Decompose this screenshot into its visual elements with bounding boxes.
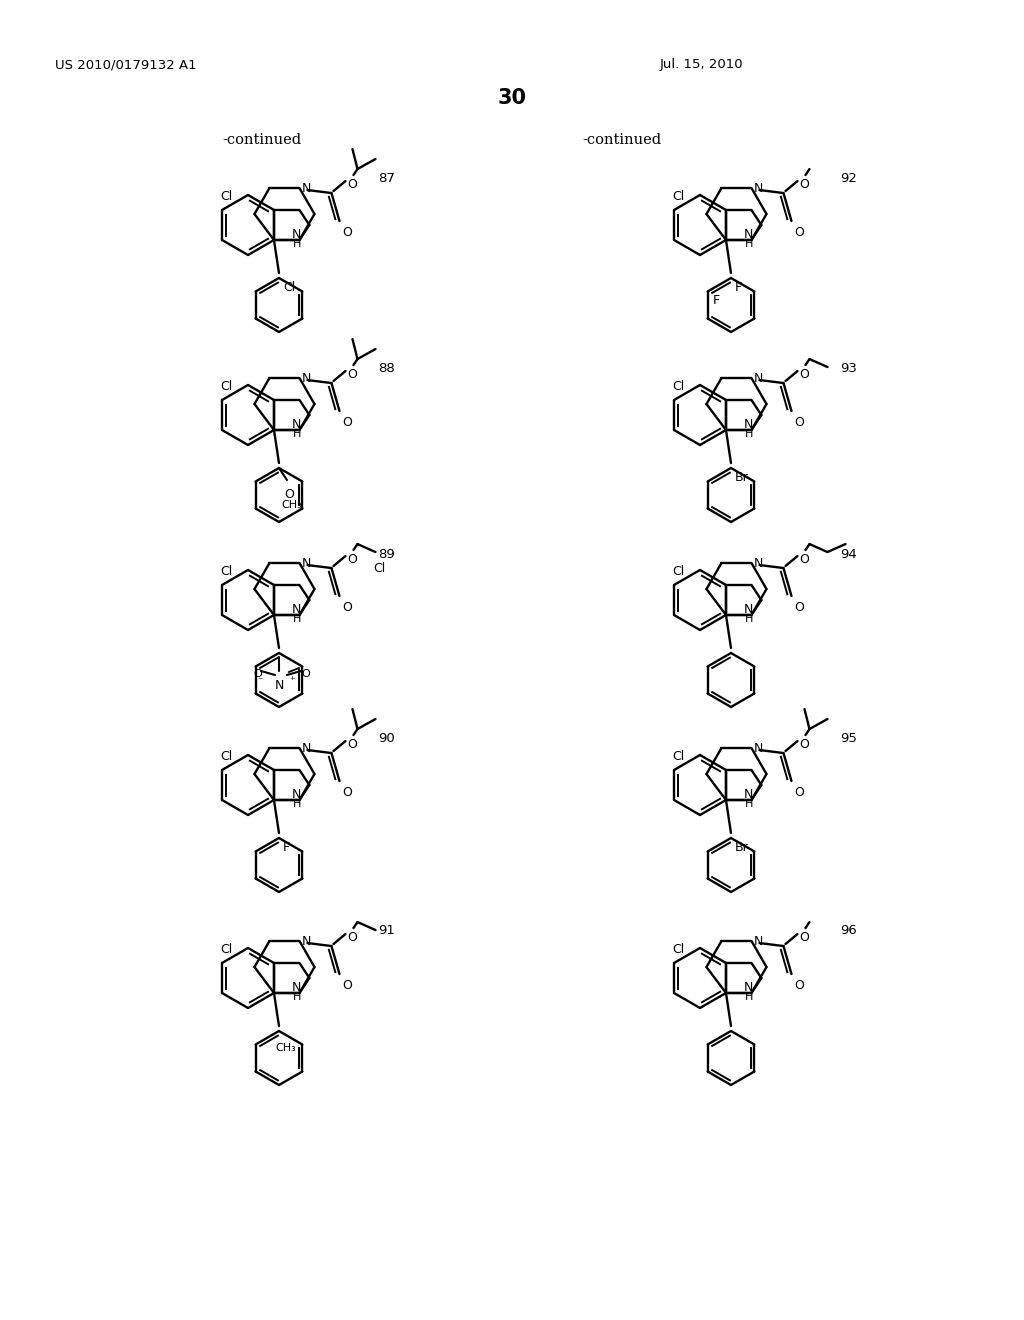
- Text: Cl: Cl: [672, 565, 684, 578]
- Text: O: O: [347, 368, 357, 381]
- Text: N: N: [292, 603, 301, 616]
- Text: N: N: [301, 742, 311, 755]
- Text: N: N: [744, 981, 754, 994]
- Text: O: O: [795, 785, 805, 799]
- Text: 87: 87: [378, 172, 395, 185]
- Text: Cl: Cl: [283, 281, 295, 294]
- Text: N: N: [754, 935, 763, 948]
- Text: O: O: [800, 368, 809, 381]
- Text: Br: Br: [735, 841, 749, 854]
- Text: Cl: Cl: [220, 565, 232, 578]
- Text: Cl: Cl: [220, 380, 232, 393]
- Text: 94: 94: [840, 548, 857, 561]
- Text: N: N: [292, 418, 301, 432]
- Text: Cl: Cl: [672, 750, 684, 763]
- Text: O: O: [301, 669, 309, 678]
- Text: 95: 95: [840, 733, 857, 744]
- Text: N: N: [744, 418, 754, 432]
- Text: Cl: Cl: [220, 942, 232, 956]
- Text: 92: 92: [840, 172, 857, 185]
- Text: CH₃: CH₃: [281, 500, 302, 510]
- Text: H: H: [745, 429, 754, 440]
- Text: O: O: [347, 931, 357, 944]
- Text: O: O: [342, 601, 352, 614]
- Text: H: H: [745, 239, 754, 249]
- Text: N: N: [754, 742, 763, 755]
- Text: O: O: [342, 785, 352, 799]
- Text: H: H: [293, 239, 301, 249]
- Text: N: N: [744, 603, 754, 616]
- Text: H: H: [745, 614, 754, 624]
- Text: N: N: [744, 228, 754, 242]
- Text: CH₃: CH₃: [275, 1043, 296, 1053]
- Text: O: O: [795, 979, 805, 993]
- Text: O: O: [347, 738, 357, 751]
- Text: H: H: [293, 614, 301, 624]
- Text: O: O: [800, 553, 809, 566]
- Text: Cl: Cl: [220, 750, 232, 763]
- Text: H: H: [745, 993, 754, 1002]
- Text: O: O: [342, 416, 352, 429]
- Text: N: N: [754, 182, 763, 195]
- Text: Cl: Cl: [672, 380, 684, 393]
- Text: O: O: [800, 178, 809, 191]
- Text: 96: 96: [840, 924, 857, 937]
- Text: ⁻: ⁻: [257, 676, 262, 686]
- Text: 30: 30: [498, 88, 526, 108]
- Text: F: F: [735, 281, 742, 294]
- Text: H: H: [293, 799, 301, 809]
- Text: Cl: Cl: [220, 190, 232, 203]
- Text: H: H: [745, 799, 754, 809]
- Text: N: N: [301, 372, 311, 385]
- Text: O: O: [342, 979, 352, 993]
- Text: Cl: Cl: [374, 562, 386, 576]
- Text: Br: Br: [735, 471, 749, 484]
- Text: N: N: [754, 557, 763, 570]
- Text: 88: 88: [378, 362, 394, 375]
- Text: N: N: [301, 935, 311, 948]
- Text: N: N: [292, 981, 301, 994]
- Text: -continued: -continued: [222, 133, 301, 147]
- Text: N: N: [754, 372, 763, 385]
- Text: Jul. 15, 2010: Jul. 15, 2010: [660, 58, 743, 71]
- Text: Cl: Cl: [672, 942, 684, 956]
- Text: 89: 89: [378, 548, 394, 561]
- Text: N: N: [292, 228, 301, 242]
- Text: 93: 93: [840, 362, 857, 375]
- Text: H: H: [293, 993, 301, 1002]
- Text: H: H: [293, 429, 301, 440]
- Text: O: O: [800, 738, 809, 751]
- Text: O: O: [800, 931, 809, 944]
- Text: Cl: Cl: [672, 190, 684, 203]
- Text: US 2010/0179132 A1: US 2010/0179132 A1: [55, 58, 197, 71]
- Text: N: N: [292, 788, 301, 801]
- Text: O: O: [347, 553, 357, 566]
- Text: O: O: [284, 488, 294, 502]
- Text: N: N: [275, 678, 285, 692]
- Text: O: O: [795, 226, 805, 239]
- Text: 91: 91: [378, 924, 395, 937]
- Text: 90: 90: [378, 733, 394, 744]
- Text: O: O: [347, 178, 357, 191]
- Text: N: N: [301, 557, 311, 570]
- Text: O: O: [795, 416, 805, 429]
- Text: N: N: [744, 788, 754, 801]
- Text: O: O: [795, 601, 805, 614]
- Text: ⁺: ⁺: [289, 676, 294, 686]
- Text: F: F: [283, 841, 290, 854]
- Text: N: N: [301, 182, 311, 195]
- Text: -continued: -continued: [582, 133, 662, 147]
- Text: O: O: [342, 226, 352, 239]
- Text: F: F: [713, 294, 720, 308]
- Text: O: O: [253, 669, 262, 678]
